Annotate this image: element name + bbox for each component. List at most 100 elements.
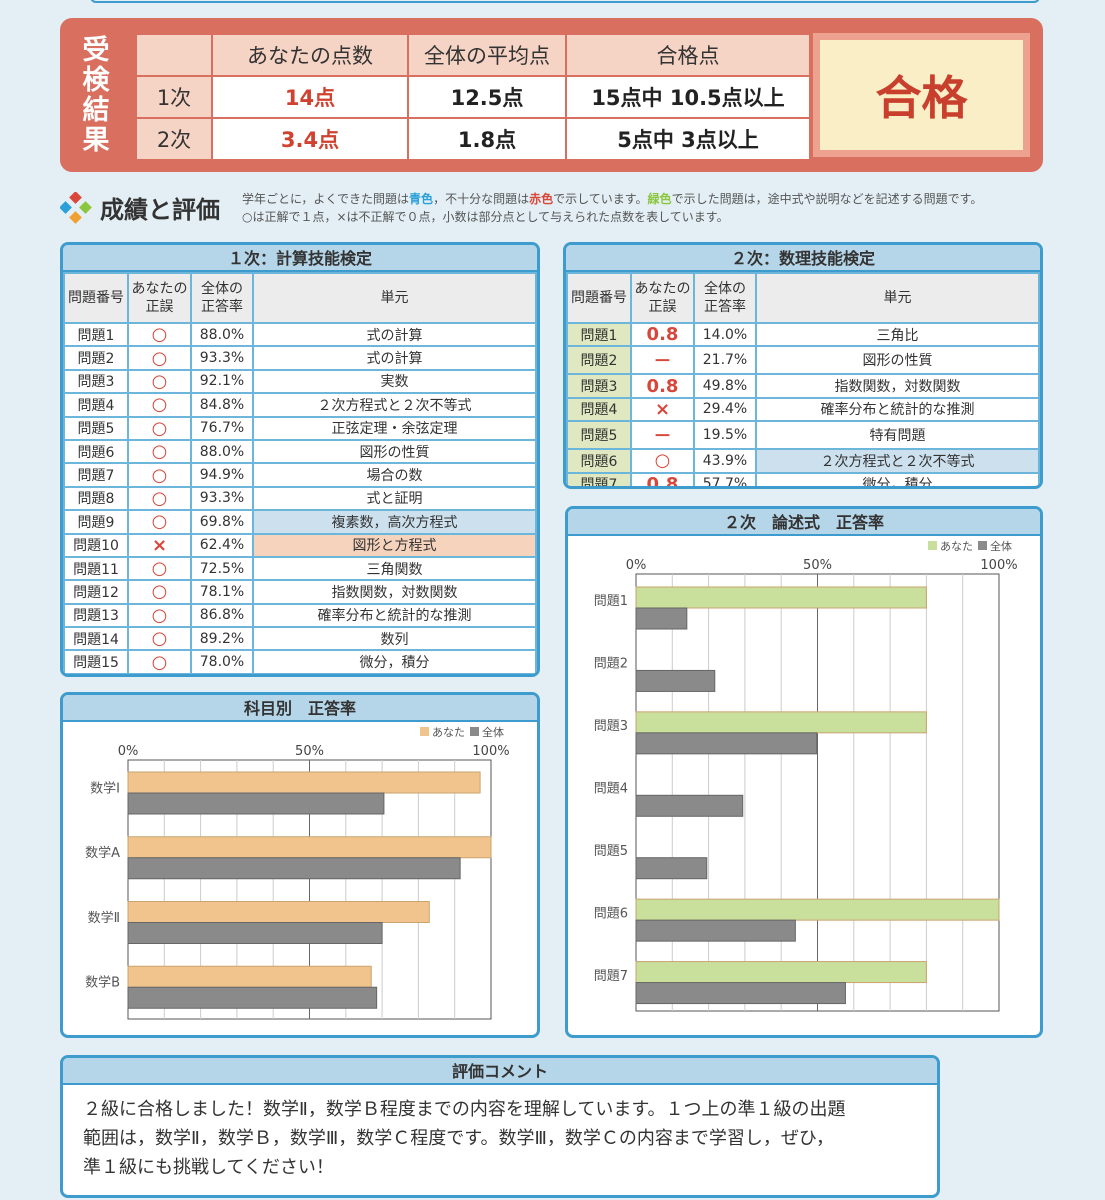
unit-name: 式と証明 <box>252 485 537 512</box>
header-average: 全体の平均点 <box>409 35 565 75</box>
table-header-row: 問題番号 あなたの 正誤 全体の 正答率 単元 <box>63 272 537 324</box>
question-number: 問題5 <box>63 415 129 441</box>
result-mark: × <box>630 396 695 423</box>
result-row-2: 2次 3.4点 1.8点 5点中 3点以上 <box>137 119 809 159</box>
category-label: 問題1 <box>594 594 628 609</box>
table1-title: １次：計算技能検定 <box>63 245 537 272</box>
table-row: 問題7 ○ 94.9% 場合の数 <box>63 462 537 488</box>
verdict-text: 合格 <box>820 40 1023 150</box>
overall-rate: 72.5% <box>190 555 254 582</box>
passing-score: 15点中 10.5点以上 <box>567 77 809 117</box>
note-text: で示しています。 <box>553 192 648 206</box>
result-mark: ○ <box>127 555 192 582</box>
question-number: 問題2 <box>566 345 632 376</box>
overall-rate: 14.0% <box>693 321 757 348</box>
category-label: 問題3 <box>594 719 628 734</box>
comment-body: ２級に合格しました！数学Ⅱ，数学Ｂ程度までの内容を理解しています。１つ上の準１級… <box>63 1085 937 1192</box>
previous-panel-edge <box>90 0 1040 3</box>
bar-all <box>635 982 846 1005</box>
unit-name: 複素数，高次方程式 <box>252 509 537 535</box>
overall-rate: 88.0% <box>190 438 254 465</box>
unit-name: 図形の性質 <box>755 345 1040 376</box>
question-number: 問題2 <box>63 345 129 371</box>
table-row: 問題5 ○ 76.7% 正弦定理・余弦定理 <box>63 415 537 441</box>
result-mark: 0.8 <box>630 471 695 486</box>
bar-all <box>635 607 688 630</box>
table2-title: ２次：数理技能検定 <box>566 245 1040 272</box>
result-mark: 0.8 <box>630 321 695 348</box>
overall-rate: 57.7% <box>693 471 757 486</box>
question-number: 問題4 <box>63 392 129 418</box>
question-number-header: 問題番号 <box>566 272 632 324</box>
question-number: 問題13 <box>63 602 129 629</box>
bar-all <box>635 794 744 817</box>
your-score: 3.4点 <box>213 119 407 159</box>
overall-rate: 62.4% <box>190 532 254 558</box>
result-mark: ○ <box>127 462 192 488</box>
result-mark: ○ <box>127 509 192 535</box>
bar-all <box>635 857 708 880</box>
result-mark: ○ <box>127 438 192 465</box>
overall-rate: 49.8% <box>693 373 757 399</box>
note-text: 学年ごとに，よくできた問題は <box>242 192 410 206</box>
unit-header: 単元 <box>755 272 1040 324</box>
unit-name: 指数関数，対数関数 <box>252 579 537 605</box>
table-row: 問題13 ○ 86.8% 確率分布と統計的な推測 <box>63 602 537 629</box>
result-mark: ○ <box>127 579 192 605</box>
overall-rate: 86.8% <box>190 602 254 629</box>
unit-name: 式の計算 <box>252 345 537 371</box>
result-mark: ○ <box>127 345 192 371</box>
question-number: 問題10 <box>63 532 129 558</box>
question-number: 問題5 <box>566 420 632 451</box>
stage-label: 2次 <box>137 119 211 159</box>
unit-name: ２次方程式と２次不等式 <box>755 448 1040 474</box>
result-mark: 0.8 <box>630 373 695 399</box>
question-number: 問題1 <box>63 321 129 348</box>
overall-rate: 21.7% <box>693 345 757 376</box>
result-mark: ○ <box>127 485 192 512</box>
stage-label: 1次 <box>137 77 211 117</box>
legend-label-all: 全体 <box>482 725 504 739</box>
question-number: 問題11 <box>63 555 129 582</box>
x-tick-label: 100% <box>472 744 509 759</box>
category-label: 問題2 <box>594 657 628 672</box>
comment-panel: 評価コメント ２級に合格しました！数学Ⅱ，数学Ｂ程度までの内容を理解しています。… <box>60 1055 940 1198</box>
legend-note-2: ○は正解で１点，×は不正解で０点，小数は部分点として与えられた点数を表しています… <box>242 210 729 224</box>
overall-rate: 78.1% <box>190 579 254 605</box>
result-mark: ○ <box>127 649 192 674</box>
question-number: 問題3 <box>63 368 129 395</box>
x-tick-label: 100% <box>980 558 1017 573</box>
legend-swatch-all <box>470 727 479 736</box>
unit-header: 単元 <box>252 272 537 324</box>
bar-all <box>635 919 796 942</box>
bar-all <box>127 792 385 815</box>
bar-you <box>635 711 927 734</box>
note-text: で示した問題は，途中式や説明などを記述する問題です。 <box>671 192 983 206</box>
question-number: 問題6 <box>566 448 632 474</box>
average-score: 1.8点 <box>409 119 565 159</box>
unit-name: 指数関数，対数関数 <box>755 373 1040 399</box>
unit-name: 正弦定理・余弦定理 <box>252 415 537 441</box>
unit-name: 実数 <box>252 368 537 395</box>
overall-rate: 19.5% <box>693 420 757 451</box>
section-title: 成績と評価 <box>100 196 220 224</box>
chart2-title: ２次 論述式 正答率 <box>568 509 1040 536</box>
result-mark: ○ <box>127 415 192 441</box>
category-label: 問題4 <box>594 782 628 797</box>
table-header-row: 問題番号 あなたの 正誤 全体の 正答率 単元 <box>566 272 1040 324</box>
comment-line: 範囲は，数学Ⅱ，数学Ｂ，数学Ⅲ，数学Ｃ程度です。数学Ⅲ，数学Ｃの内容まで学習し，… <box>83 1128 834 1149</box>
header-your-score: あなたの点数 <box>213 35 407 75</box>
result-mark: ○ <box>127 321 192 348</box>
table-row: 問題10 × 62.4% 図形と方程式 <box>63 532 537 558</box>
question-number: 問題4 <box>566 396 632 423</box>
unit-name: 式の計算 <box>252 321 537 348</box>
your-score: 14点 <box>213 77 407 117</box>
unit-name: 確率分布と統計的な推測 <box>252 602 537 629</box>
section-diamond-icon <box>60 192 92 224</box>
bar-you <box>635 898 1000 921</box>
average-score: 12.5点 <box>409 77 565 117</box>
unit-name: 図形の性質 <box>252 438 537 465</box>
table-row: 問題2 ○ 93.3% 式の計算 <box>63 345 537 371</box>
legend-note-1: 学年ごとに，よくできた問題は青色，不十分な問題は赤色で示しています。緑色で示した… <box>242 190 982 207</box>
